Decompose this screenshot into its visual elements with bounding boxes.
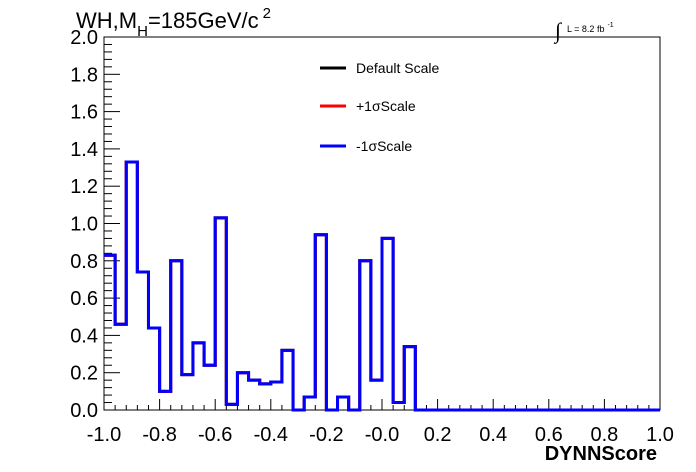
- x-tick-label: 0.2: [424, 424, 452, 446]
- x-axis-label: DYNNScore: [545, 443, 657, 465]
- series-minus1sigma: [104, 160, 660, 412]
- svg-text:∫: ∫: [553, 18, 563, 44]
- legend-label-default: Default Scale: [356, 60, 439, 76]
- y-tick-label: 0.4: [70, 325, 98, 347]
- x-tick-label: -0.8: [142, 424, 176, 446]
- x-tick-label: -0.2: [309, 424, 343, 446]
- y-tick-label: 2.0: [70, 27, 98, 49]
- y-tick-label: 1.8: [70, 64, 98, 86]
- y-tick-label: 0.0: [70, 400, 98, 422]
- y-tick-label: 1.6: [70, 102, 98, 124]
- x-tick-label: -0.6: [198, 424, 232, 446]
- x-tick-labels: -1.0 -0.8 -0.6 -0.4 -0.2 -0.0 0.2 0.4 0.6 0.8 1.0: [87, 424, 674, 446]
- legend-label-minus1sigma: -1σScale: [356, 138, 412, 154]
- x-tick-label: -1.0: [87, 424, 121, 446]
- y-tick-label: 1.2: [70, 176, 98, 198]
- x-tick-label: -0.4: [254, 424, 288, 446]
- series-lines: [104, 160, 660, 412]
- x-tick-label: 0.6: [535, 424, 563, 446]
- y-tick-label: 0.2: [70, 363, 98, 385]
- y-tick-label: 0.6: [70, 288, 98, 310]
- x-tick-label: 1.0: [646, 424, 674, 446]
- luminosity-label: ∫ L = 8.2 fb -1: [553, 18, 614, 44]
- x-tick-label: -0.0: [365, 424, 399, 446]
- chart-title: WH,MH=185GeV/c 2: [76, 5, 271, 40]
- legend: Default Scale +1σScale -1σScale: [320, 60, 439, 154]
- y-tick-label: 0.8: [70, 251, 98, 273]
- x-tick-label: 0.4: [479, 424, 507, 446]
- svg-text:L = 8.2 fb-1: L = 8.2 fb -1: [567, 22, 614, 34]
- y-tick-label: 1.0: [70, 214, 98, 236]
- x-tick-label: 0.8: [590, 424, 618, 446]
- legend-label-plus1sigma: +1σScale: [356, 98, 416, 114]
- y-tick-labels: 0.0 0.2 0.4 0.6 0.8 1.0 1.2 1.4 1.6 1.8 2.0: [70, 27, 98, 422]
- y-tick-label: 1.4: [70, 139, 98, 161]
